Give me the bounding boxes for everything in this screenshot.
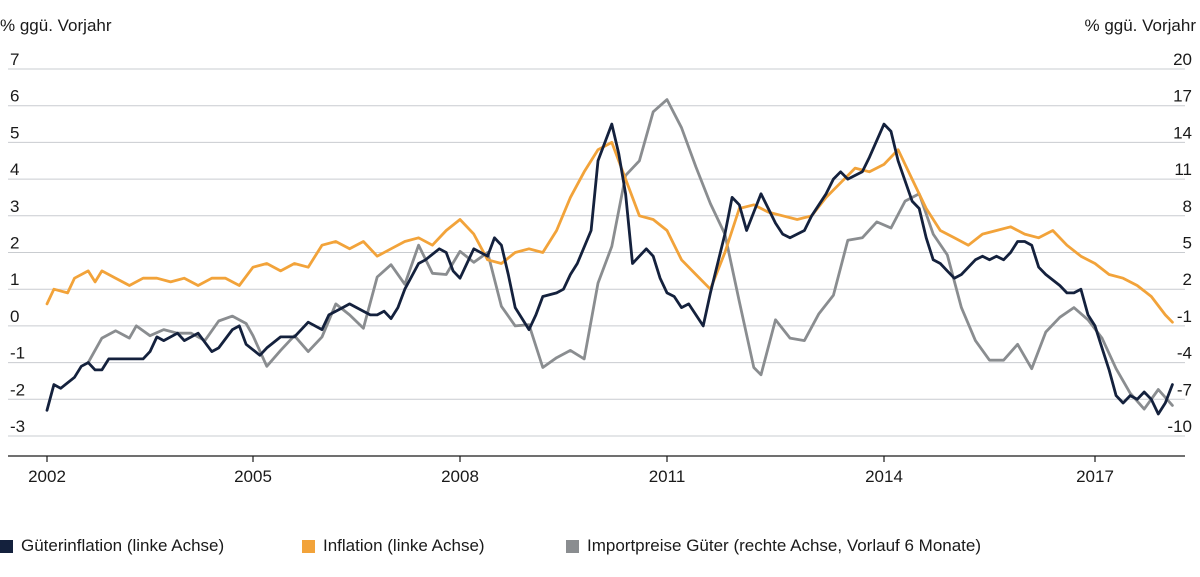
- right-axis-tick-label: -7: [1177, 380, 1192, 399]
- series-line-0: [45, 122, 1174, 416]
- left-axis-tick-label: -1: [10, 344, 25, 363]
- right-axis-tick-label: -1: [1177, 307, 1192, 326]
- x-axis-tick-label: 2005: [234, 467, 272, 486]
- grid-lines: [8, 68, 1185, 457]
- legend-swatch-inflation: [302, 539, 315, 553]
- x-axis-tick-label: 2008: [441, 467, 479, 486]
- left-axis-tick-labels: 7 6 5 4 3 2 1 0 -1 -2 -3: [10, 50, 25, 436]
- right-axis-tick-label: 2: [1183, 270, 1192, 289]
- legend-label-importpreise: Importpreise Güter (rechte Achse, Vorlau…: [587, 536, 982, 555]
- series-line-2: [86, 98, 1174, 411]
- right-axis-tick-label: 11: [1174, 160, 1192, 179]
- right-axis-tick-label: -10: [1167, 417, 1192, 436]
- legend-label-inflation: Inflation (linke Achse): [323, 536, 485, 555]
- right-axis-title: % ggü. Vorjahr: [1084, 16, 1196, 35]
- right-axis-tick-label: 20: [1173, 50, 1192, 69]
- series-lines: [45, 98, 1174, 416]
- left-axis-tick-label: 6: [10, 87, 19, 106]
- legend: Güterinflation (linke Achse) Inflation (…: [0, 536, 1200, 560]
- x-axis-tick-label: 2011: [649, 467, 686, 486]
- left-axis-tick-label: 1: [10, 270, 19, 289]
- right-axis-tick-label: 17: [1173, 87, 1192, 106]
- right-axis-tick-labels: 20 17 14 11 8 5 2 -1 -4 -7 -10: [1167, 50, 1192, 436]
- left-axis-tick-label: 5: [10, 123, 19, 142]
- legend-item-gueterinflation: Güterinflation (linke Achse): [0, 536, 224, 556]
- series-line-1: [45, 141, 1174, 324]
- left-axis-tick-label: 0: [10, 307, 19, 326]
- left-axis-title: % ggü. Vorjahr: [0, 16, 112, 35]
- x-axis-tick-label: 2017: [1076, 467, 1114, 486]
- x-axis-tick-label: 2002: [28, 467, 66, 486]
- x-axis-tick-labels: 2002 2005 2008 2011 2014 2017: [28, 456, 1114, 486]
- left-axis-tick-label: 7: [10, 50, 19, 69]
- right-axis-tick-label: 14: [1173, 123, 1192, 142]
- legend-swatch-importpreise: [566, 539, 579, 553]
- x-axis-tick-label: 2014: [865, 467, 903, 486]
- legend-swatch-gueterinflation: [0, 539, 13, 553]
- left-axis-tick-label: 3: [10, 197, 19, 216]
- right-axis-tick-label: 5: [1183, 234, 1192, 253]
- left-axis-tick-label: -2: [10, 380, 25, 399]
- left-axis-tick-label: 4: [10, 160, 19, 179]
- left-axis-tick-label: 2: [10, 234, 19, 253]
- legend-item-importpreise: Importpreise Güter (rechte Achse, Vorlau…: [566, 536, 981, 556]
- right-axis-tick-label: 8: [1183, 197, 1192, 216]
- left-axis-tick-label: -3: [10, 417, 25, 436]
- legend-item-inflation: Inflation (linke Achse): [302, 536, 485, 556]
- legend-label-gueterinflation: Güterinflation (linke Achse): [21, 536, 225, 555]
- right-axis-tick-label: -4: [1177, 344, 1192, 363]
